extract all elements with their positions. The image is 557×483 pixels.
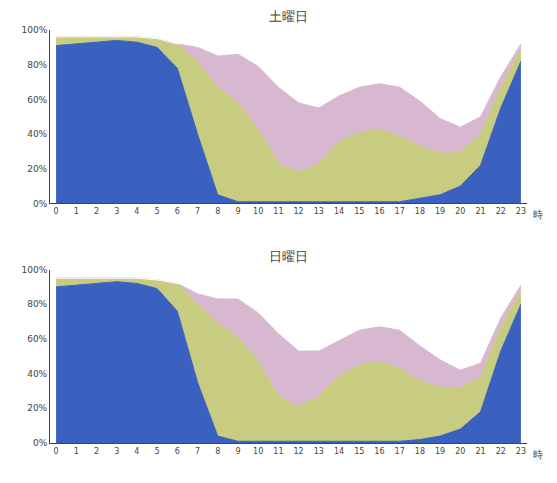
svg-text:18: 18 [415, 447, 425, 456]
svg-text:15: 15 [354, 447, 364, 456]
svg-text:17: 17 [395, 207, 405, 216]
svg-text:80%: 80% [27, 299, 47, 309]
svg-text:14: 14 [334, 447, 344, 456]
svg-text:5: 5 [155, 207, 160, 216]
svg-text:9: 9 [235, 207, 240, 216]
svg-text:3: 3 [114, 207, 119, 216]
svg-text:2: 2 [94, 447, 99, 456]
svg-text:8: 8 [215, 447, 220, 456]
svg-text:60%: 60% [27, 334, 47, 344]
svg-text:40%: 40% [27, 369, 47, 379]
svg-text:13: 13 [314, 447, 324, 456]
svg-text:60%: 60% [27, 95, 47, 105]
svg-text:10: 10 [253, 447, 263, 456]
svg-text:40%: 40% [27, 129, 47, 139]
svg-text:6: 6 [175, 447, 180, 456]
svg-text:23: 23 [516, 447, 526, 456]
svg-text:21: 21 [475, 447, 485, 456]
svg-text:11: 11 [273, 207, 283, 216]
svg-text:2: 2 [94, 207, 99, 216]
svg-text:12: 12 [294, 447, 304, 456]
svg-text:11: 11 [273, 447, 283, 456]
svg-text:19: 19 [435, 207, 445, 216]
svg-text:15: 15 [354, 207, 364, 216]
svg-text:時: 時 [533, 449, 543, 460]
svg-text:17: 17 [395, 447, 405, 456]
svg-text:22: 22 [496, 207, 506, 216]
svg-text:土曜日: 土曜日 [269, 9, 308, 24]
svg-text:7: 7 [195, 207, 200, 216]
svg-text:0%: 0% [33, 199, 48, 209]
svg-text:100%: 100% [21, 25, 47, 35]
svg-text:20%: 20% [27, 164, 47, 174]
svg-text:0%: 0% [33, 438, 48, 448]
svg-text:16: 16 [374, 207, 384, 216]
svg-text:日曜日: 日曜日 [269, 249, 308, 264]
svg-text:14: 14 [334, 207, 344, 216]
svg-text:4: 4 [134, 447, 139, 456]
svg-text:16: 16 [374, 447, 384, 456]
svg-text:20%: 20% [27, 403, 47, 413]
svg-text:13: 13 [314, 207, 324, 216]
svg-text:100%: 100% [21, 265, 47, 275]
svg-text:10: 10 [253, 207, 263, 216]
svg-text:18: 18 [415, 207, 425, 216]
svg-text:23: 23 [516, 207, 526, 216]
svg-text:0: 0 [54, 447, 59, 456]
svg-text:12: 12 [294, 207, 304, 216]
svg-text:4: 4 [134, 207, 139, 216]
svg-text:1: 1 [74, 207, 79, 216]
svg-text:0: 0 [54, 207, 59, 216]
svg-text:22: 22 [496, 447, 506, 456]
svg-text:20: 20 [455, 447, 465, 456]
svg-text:5: 5 [155, 447, 160, 456]
svg-text:20: 20 [455, 207, 465, 216]
svg-text:80%: 80% [27, 60, 47, 70]
svg-text:6: 6 [175, 207, 180, 216]
svg-text:19: 19 [435, 447, 445, 456]
svg-text:1: 1 [74, 447, 79, 456]
svg-text:7: 7 [195, 447, 200, 456]
svg-text:8: 8 [215, 207, 220, 216]
svg-text:時: 時 [533, 209, 543, 220]
svg-text:3: 3 [114, 447, 119, 456]
svg-text:9: 9 [235, 447, 240, 456]
svg-text:21: 21 [475, 207, 485, 216]
